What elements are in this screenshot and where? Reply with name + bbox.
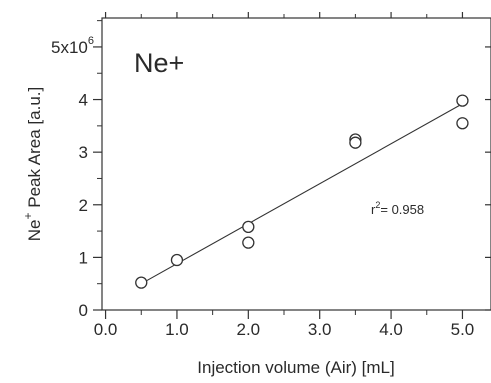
x-tick-label: 5.0	[451, 320, 475, 339]
x-tick-label: 3.0	[308, 320, 332, 339]
y-axis-label-ion: Ne	[25, 219, 44, 241]
fit-line	[140, 103, 463, 285]
y-tick-label: 3	[79, 143, 88, 162]
data-point	[242, 220, 255, 234]
data-point	[242, 236, 255, 249]
x-tick-label: 4.0	[379, 320, 403, 339]
series-annotation: Ne+	[134, 48, 184, 78]
y-axis-label-charge: +	[21, 212, 35, 219]
y-axis-label: Ne+ Peak Area [a.u.]	[21, 87, 44, 241]
y-axis-label-rest: Peak Area [a.u.]	[25, 87, 44, 213]
x-tick-label: 1.0	[165, 320, 189, 339]
y-tick-label: 2	[79, 196, 88, 215]
r-squared-value: = 0.958	[380, 202, 424, 217]
y-tick-label: 1	[79, 248, 88, 267]
data-point	[170, 253, 184, 267]
r-squared-exponent: 2	[375, 200, 380, 210]
y-multiplier-exponent: 6	[88, 35, 94, 47]
data-point	[456, 117, 469, 130]
data-point	[456, 94, 469, 107]
r-squared-label: r2= 0.958	[371, 200, 424, 217]
r-squared-base: r	[371, 202, 376, 217]
data-point	[135, 276, 148, 289]
x-tick-label: 2.0	[237, 320, 261, 339]
y-tick-label: 0	[79, 301, 88, 320]
x-tick-label: 0.0	[94, 320, 118, 339]
y-tick-label: 5x106	[51, 35, 94, 57]
x-axis-label: Injection volume (Air) [mL]	[197, 358, 394, 377]
y-tick-label: 4	[79, 91, 88, 110]
data-point	[349, 136, 362, 149]
plot-frame	[101, 17, 491, 311]
